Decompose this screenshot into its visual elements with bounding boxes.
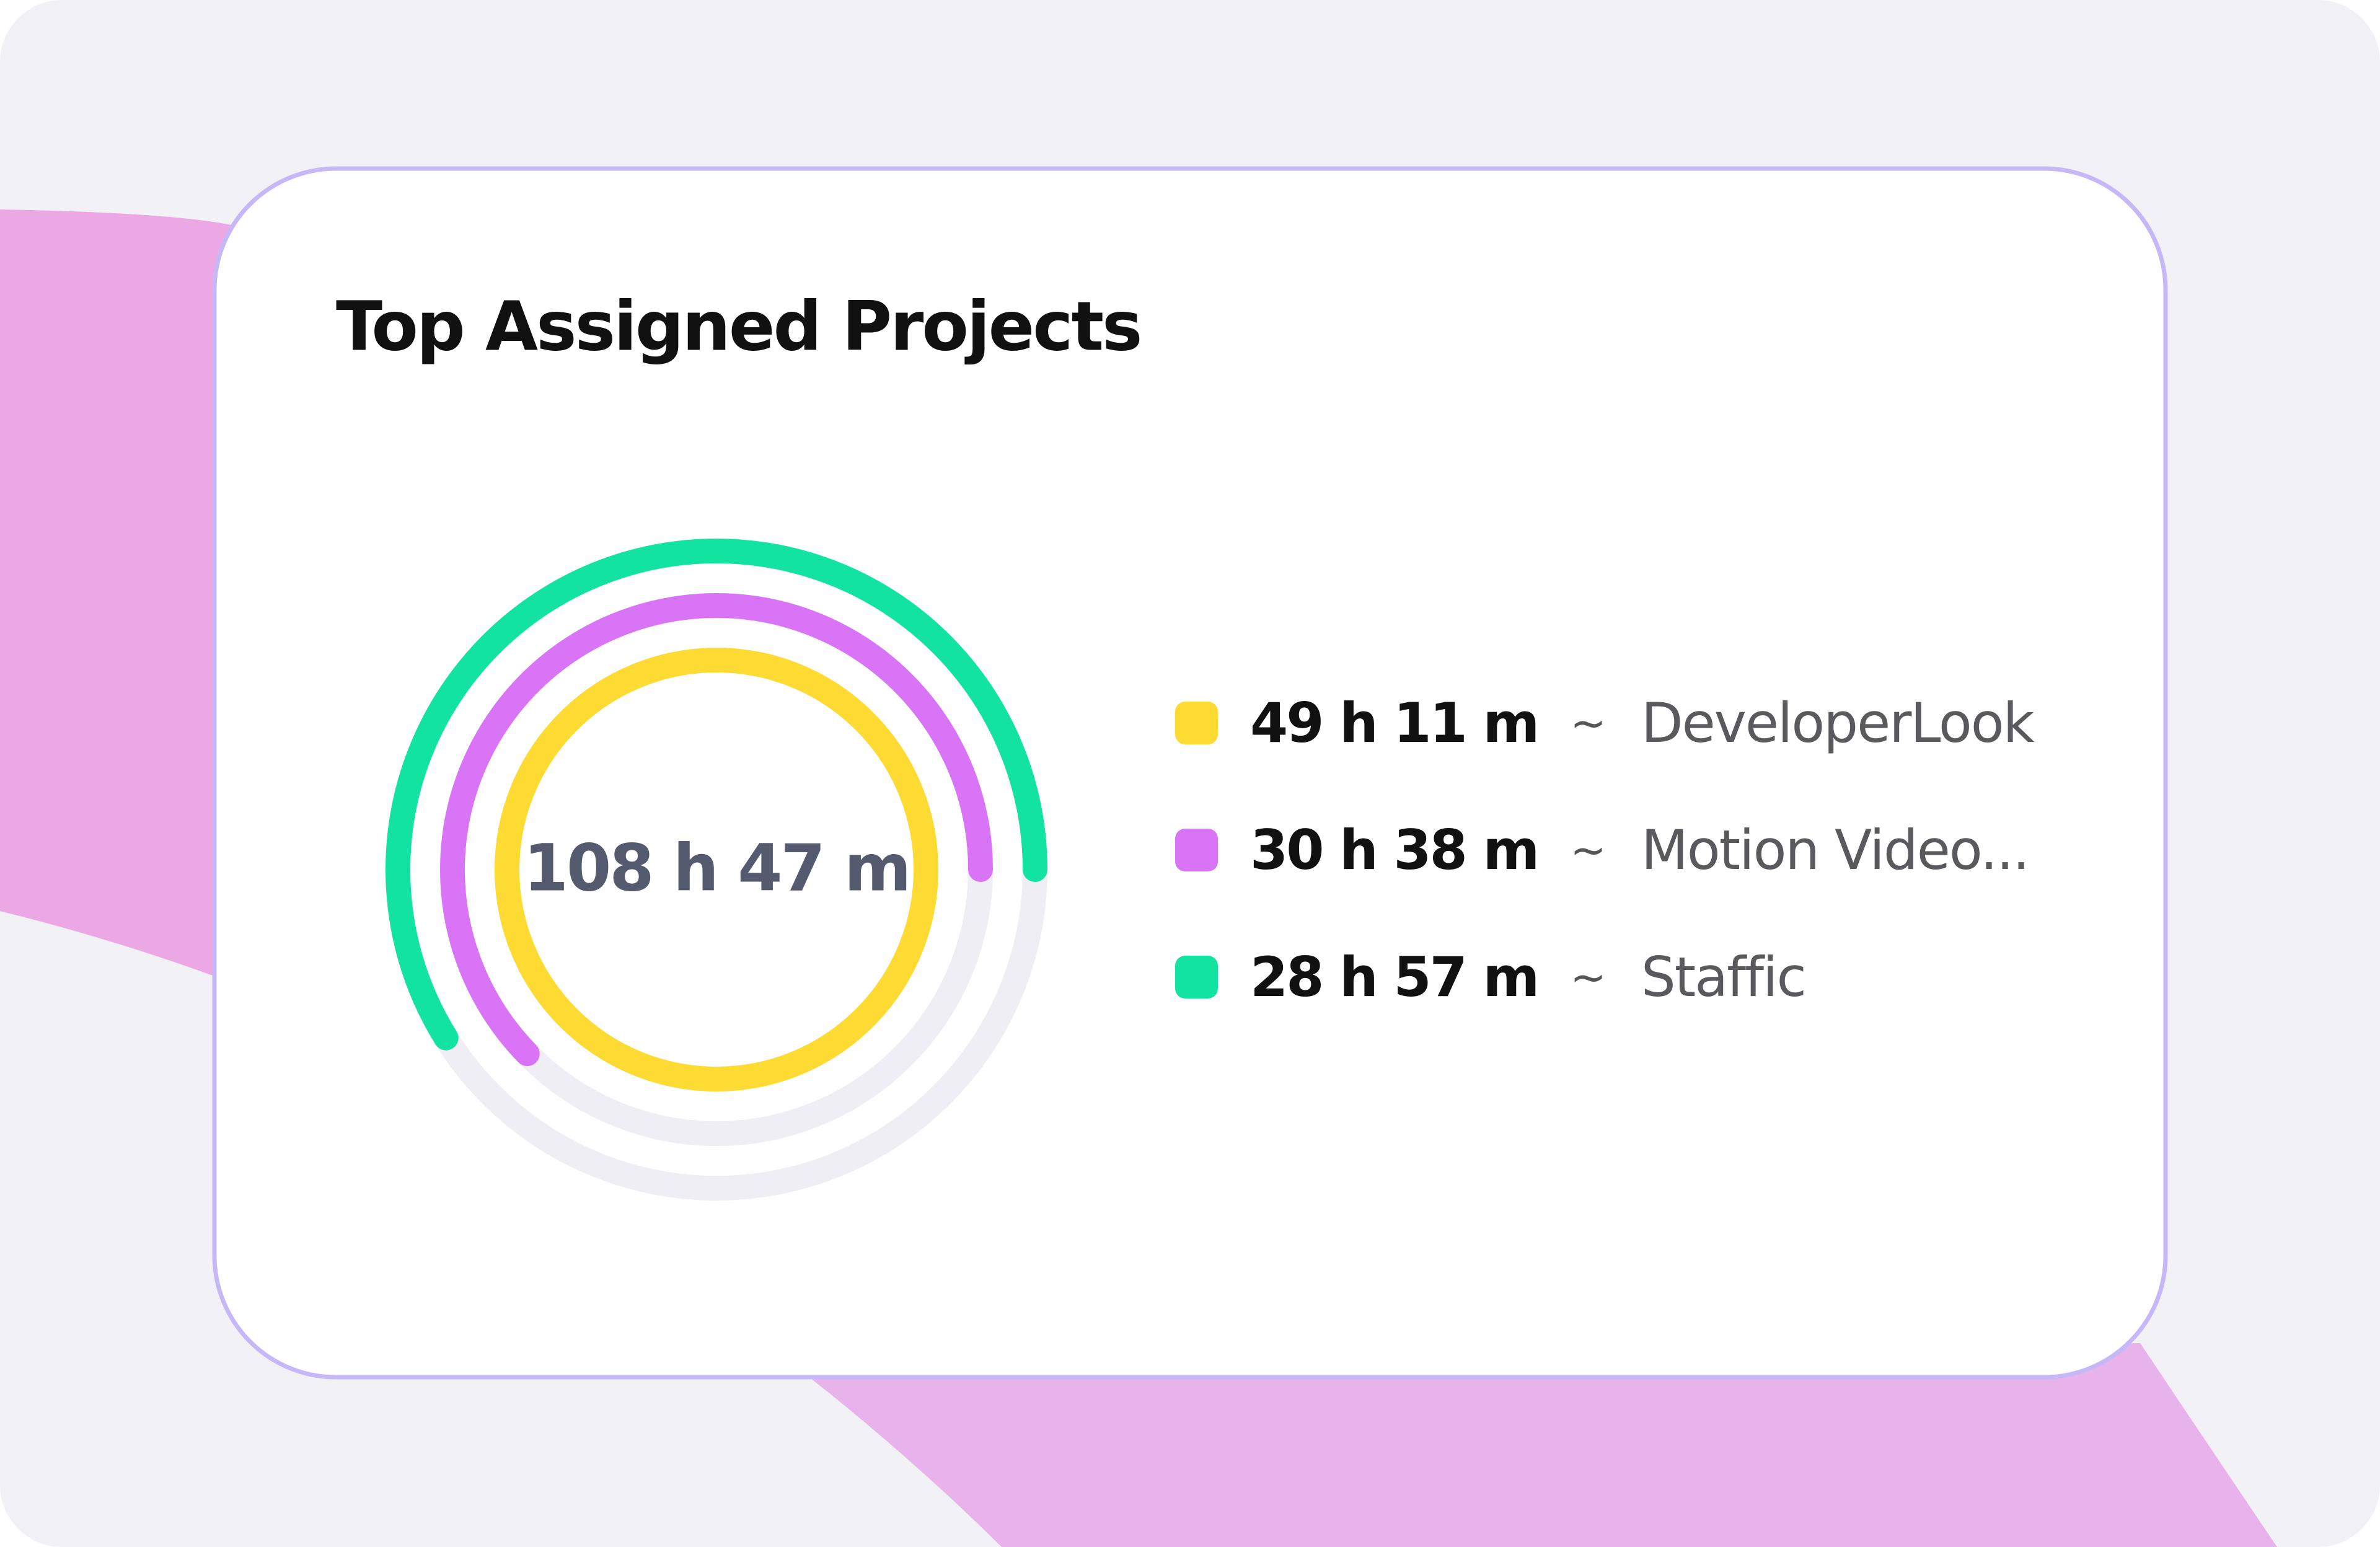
arc [386, 539, 1047, 1051]
legend-swatch [1175, 956, 1218, 998]
chart-title: Top Assigned Projects [336, 286, 1141, 366]
legend-value: 49 h 11 m [1250, 691, 1540, 755]
legend-item: 49 h 11 m ~ DeveloperLook [1175, 659, 2035, 787]
blob [0, 209, 243, 987]
legend-item: 28 h 57 m ~ Staffic [1175, 914, 2034, 1041]
rings [386, 539, 1047, 1201]
legend-item: 30 h 38 m ~ Motion Video... [1175, 787, 2034, 914]
legend-label: Motion Video... [1641, 818, 2030, 882]
legend: 49 h 11 m ~ DeveloperLook 30 h 38 m ~ Motion … [1175, 659, 2035, 1041]
legend-separator: ~ [1570, 824, 1606, 876]
legend-label: Staffic [1641, 945, 1807, 1009]
blob [804, 1343, 2277, 1547]
legend-value: 30 h 38 m [1250, 818, 1540, 882]
legend-swatch [1175, 829, 1218, 871]
legend-value: 28 h 57 m [1250, 945, 1540, 1009]
arc [495, 648, 938, 1091]
arc [440, 593, 993, 1067]
legend-label: DeveloperLook [1641, 691, 2035, 755]
legend-swatch [1175, 702, 1218, 744]
legend-separator: ~ [1570, 951, 1606, 1003]
center-label: 108 h 47 m [524, 830, 910, 906]
legend-separator: ~ [1570, 697, 1606, 749]
